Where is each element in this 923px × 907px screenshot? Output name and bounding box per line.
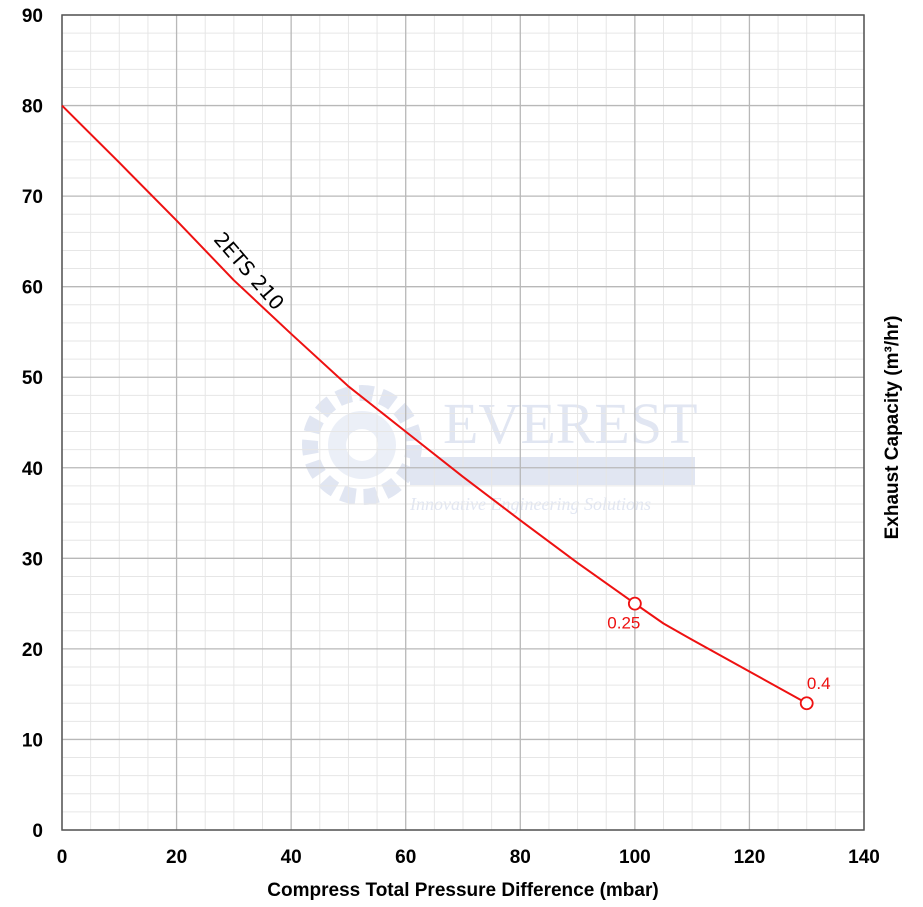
x-tick-label: 40	[281, 847, 302, 868]
annotation-label: 0.25	[607, 614, 640, 633]
annotation-marker	[799, 696, 814, 711]
series-label: 2ETS 210	[209, 227, 289, 314]
y-tick-label: 40	[22, 459, 43, 480]
watermark-bar	[410, 457, 695, 485]
series-line	[61, 104, 808, 705]
y-tick-label: 0	[32, 821, 43, 842]
x-tick-label: 60	[395, 847, 416, 868]
y-tick-label: 80	[22, 97, 43, 118]
y-tick-label: 20	[22, 640, 43, 661]
x-tick-label: 0	[57, 847, 68, 868]
watermark-company: EVEREST	[443, 391, 698, 456]
plot-frame	[61, 14, 865, 831]
annotation-layer: 0.25 0.4	[607, 596, 831, 711]
y-tick-label: 10	[22, 730, 43, 751]
minor-grid	[62, 15, 864, 830]
x-tick-label: 140	[848, 847, 880, 868]
watermark: EVEREST Innovative Engineering Solutions	[302, 385, 698, 514]
x-tick-label: 100	[619, 847, 651, 868]
y-tick-label: 30	[22, 549, 43, 570]
gear-logo-icon	[302, 385, 422, 505]
y-axis-title: Exhaust Capacity (m³/hr)	[882, 316, 903, 540]
annotation-label: 0.4	[807, 674, 831, 693]
y-axis-ticks: 0 10 20 30 40 50 60 70 80 90	[22, 6, 43, 842]
x-tick-label: 20	[166, 847, 187, 868]
y-tick-label: 60	[22, 278, 43, 299]
y-tick-label: 70	[22, 187, 43, 208]
x-tick-label: 120	[734, 847, 766, 868]
x-tick-label: 80	[510, 847, 531, 868]
y-tick-label: 50	[22, 368, 43, 389]
annotation-marker	[627, 596, 642, 611]
y-tick-label: 90	[22, 6, 43, 27]
x-axis-title: Compress Total Pressure Difference (mbar…	[267, 880, 658, 901]
x-axis-ticks: 0 20 40 60 80 100 120 140	[57, 847, 880, 868]
